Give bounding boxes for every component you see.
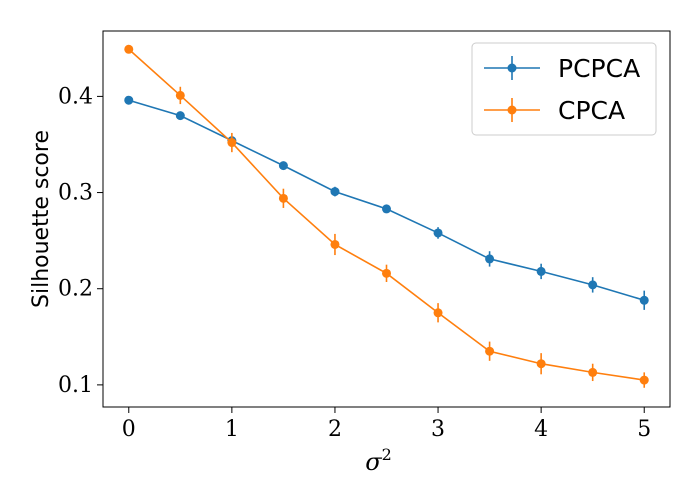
x-tick-label: 2 (328, 417, 342, 442)
data-point (536, 266, 546, 276)
data-point (278, 193, 288, 203)
data-point (124, 44, 134, 54)
legend: PCPCA CPCA (471, 42, 657, 136)
legend-label: CPCA (558, 96, 625, 125)
data-point (588, 280, 598, 290)
data-point (175, 111, 185, 121)
data-point (639, 295, 649, 305)
y-tick-label: 0.2 (58, 277, 93, 302)
data-point (124, 95, 134, 105)
x-tick-label: 1 (225, 417, 239, 442)
x-tick-label: 4 (534, 417, 548, 442)
legend-box (471, 42, 657, 136)
axes-frame (102, 30, 671, 408)
data-point (382, 268, 391, 278)
y-tick-label: 0.3 (58, 181, 93, 206)
data-point (330, 239, 340, 249)
y-tick-label: 0.1 (58, 373, 93, 398)
data-point (227, 138, 237, 148)
data-point (175, 90, 185, 100)
legend-item-cpca: CPCA (484, 96, 625, 125)
x-axis-label: σ2 (365, 445, 392, 476)
x-axis-ticks: 0 1 2 3 4 5 (122, 407, 651, 442)
data-point (382, 204, 391, 214)
x-axis-label-superscript: 2 (382, 445, 392, 464)
series-pcpca (124, 95, 649, 310)
data-point (485, 346, 495, 356)
legend-item-pcpca: PCPCA (484, 54, 640, 83)
data-point (433, 308, 443, 318)
y-axis-label: Silhouette score (29, 130, 54, 308)
legend-marker (507, 63, 517, 73)
legend-label: PCPCA (558, 54, 640, 83)
data-point (433, 228, 443, 238)
series-cpca (124, 44, 649, 388)
data-point (639, 375, 649, 385)
data-point (278, 161, 288, 171)
series-layer (124, 44, 649, 388)
data-point (485, 254, 495, 264)
data-point (330, 187, 340, 197)
data-point (588, 367, 598, 377)
y-tick-label: 0.4 (58, 84, 93, 109)
data-point (536, 359, 546, 369)
legend-marker (507, 105, 517, 115)
x-tick-label: 5 (637, 417, 651, 442)
x-tick-label: 3 (431, 417, 445, 442)
x-tick-label: 0 (122, 417, 136, 442)
y-axis-ticks: 0.1 0.2 0.3 0.4 (58, 84, 103, 398)
